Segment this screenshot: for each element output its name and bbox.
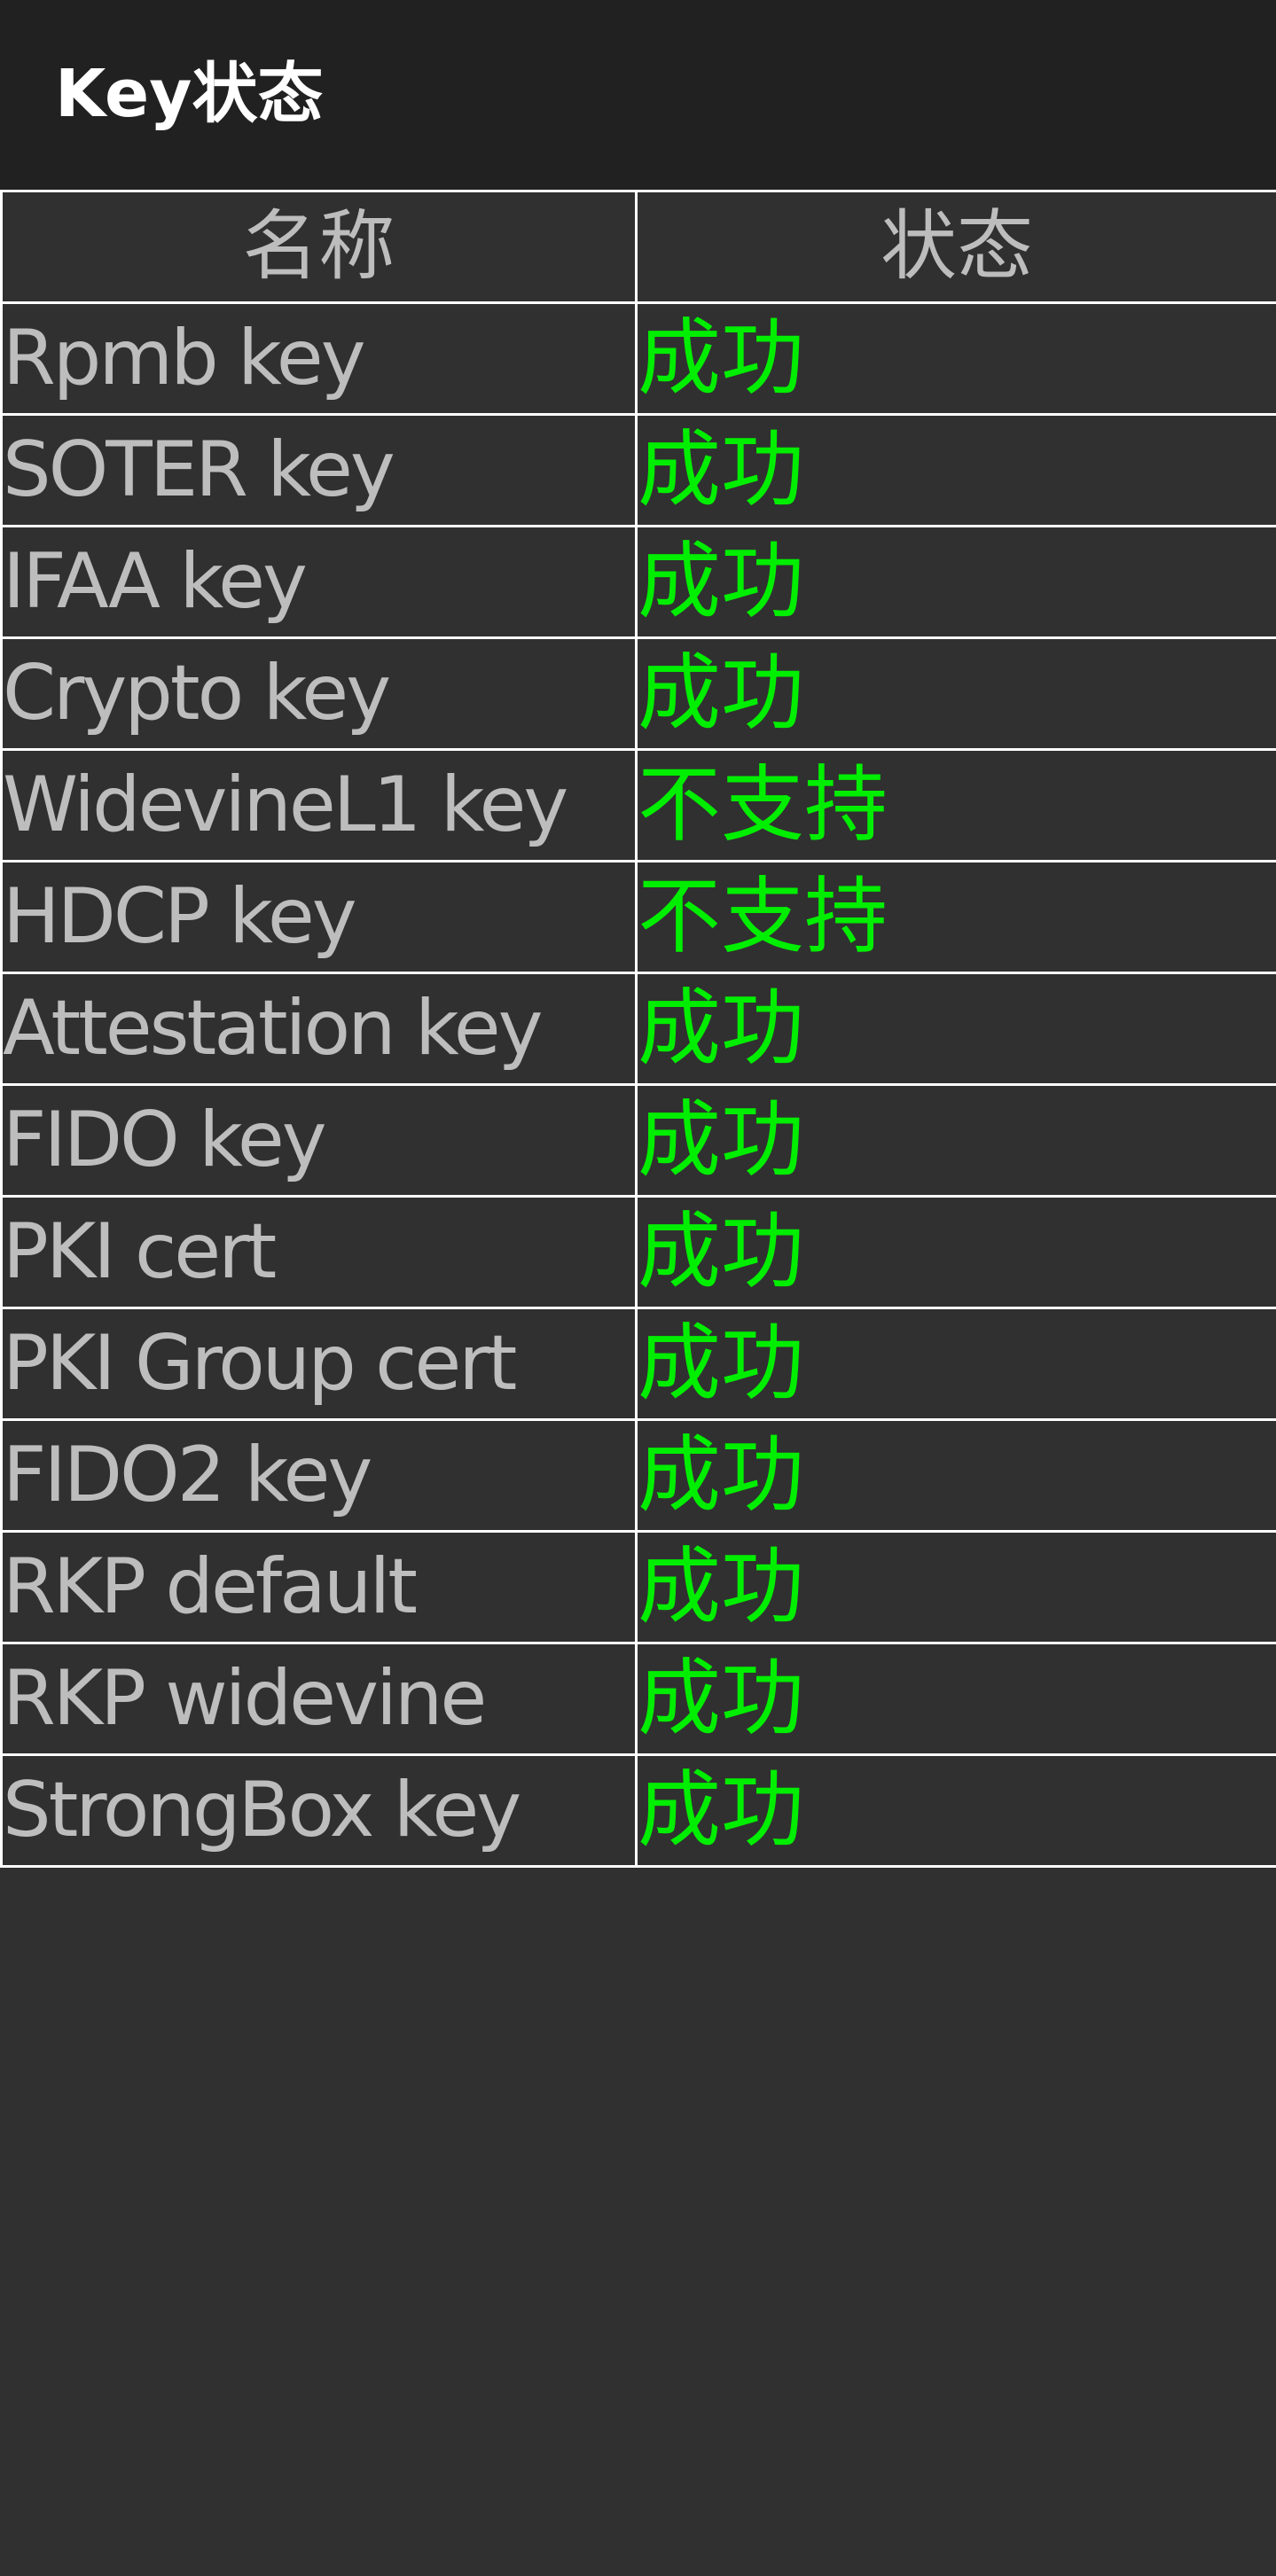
- table-row: FIDO key 成功: [0, 1083, 1276, 1198]
- table-body: Rpmb key 成功 SOTER key 成功 IFAA key 成功 Cry…: [0, 301, 1276, 1868]
- key-name-cell: IFAA key: [0, 525, 638, 639]
- table-row: SOTER key 成功: [0, 413, 1276, 527]
- key-name-cell: Rpmb key: [0, 301, 638, 416]
- table-row: IFAA key 成功: [0, 525, 1276, 639]
- table-row: StrongBox key 成功: [0, 1753, 1276, 1868]
- key-name-cell: WidevineL1 key: [0, 748, 638, 863]
- key-name-cell: Crypto key: [0, 636, 638, 751]
- key-name-cell: PKI Group cert: [0, 1307, 638, 1421]
- table-row: HDCP key 不支持: [0, 860, 1276, 974]
- key-name-cell: SOTER key: [0, 413, 638, 527]
- key-name-cell: HDCP key: [0, 860, 638, 974]
- key-name-cell: Attestation key: [0, 972, 638, 1086]
- table-row: FIDO2 key 成功: [0, 1418, 1276, 1533]
- key-status-cell: 成功: [635, 1642, 1276, 1756]
- page-title: Key状态: [55, 56, 324, 132]
- key-status-cell: 成功: [635, 1530, 1276, 1644]
- table-row: PKI Group cert 成功: [0, 1307, 1276, 1421]
- column-header-name: 名称: [0, 190, 638, 304]
- column-header-status: 状态: [635, 190, 1276, 304]
- key-status-cell: 成功: [635, 1083, 1276, 1198]
- key-name-cell: RKP widevine: [0, 1642, 638, 1756]
- table-row: Attestation key 成功: [0, 972, 1276, 1086]
- key-name-cell: FIDO key: [0, 1083, 638, 1198]
- key-status-cell: 成功: [635, 525, 1276, 639]
- key-status-cell: 不支持: [635, 860, 1276, 974]
- key-name-cell: PKI cert: [0, 1195, 638, 1309]
- key-name-cell: StrongBox key: [0, 1753, 638, 1868]
- key-status-cell: 成功: [635, 636, 1276, 751]
- table-row: RKP default 成功: [0, 1530, 1276, 1644]
- table-row: Rpmb key 成功: [0, 301, 1276, 416]
- table-header-row: 名称 状态: [0, 190, 1276, 304]
- table-row: RKP widevine 成功: [0, 1642, 1276, 1756]
- key-name-cell: RKP default: [0, 1530, 638, 1644]
- key-status-cell: 成功: [635, 301, 1276, 416]
- table-row: WidevineL1 key 不支持: [0, 748, 1276, 863]
- key-name-cell: FIDO2 key: [0, 1418, 638, 1533]
- key-status-cell: 成功: [635, 1753, 1276, 1868]
- key-status-cell: 成功: [635, 1307, 1276, 1421]
- key-status-table: 名称 状态 Rpmb key 成功 SOTER key 成功 IFAA key …: [0, 190, 1276, 1868]
- key-status-cell: 成功: [635, 1418, 1276, 1533]
- app-bar: Key状态: [0, 0, 1276, 190]
- table-row: PKI cert 成功: [0, 1195, 1276, 1309]
- key-status-cell: 成功: [635, 413, 1276, 527]
- key-status-cell: 成功: [635, 1195, 1276, 1309]
- key-status-cell: 不支持: [635, 748, 1276, 863]
- key-status-cell: 成功: [635, 972, 1276, 1086]
- table-row: Crypto key 成功: [0, 636, 1276, 751]
